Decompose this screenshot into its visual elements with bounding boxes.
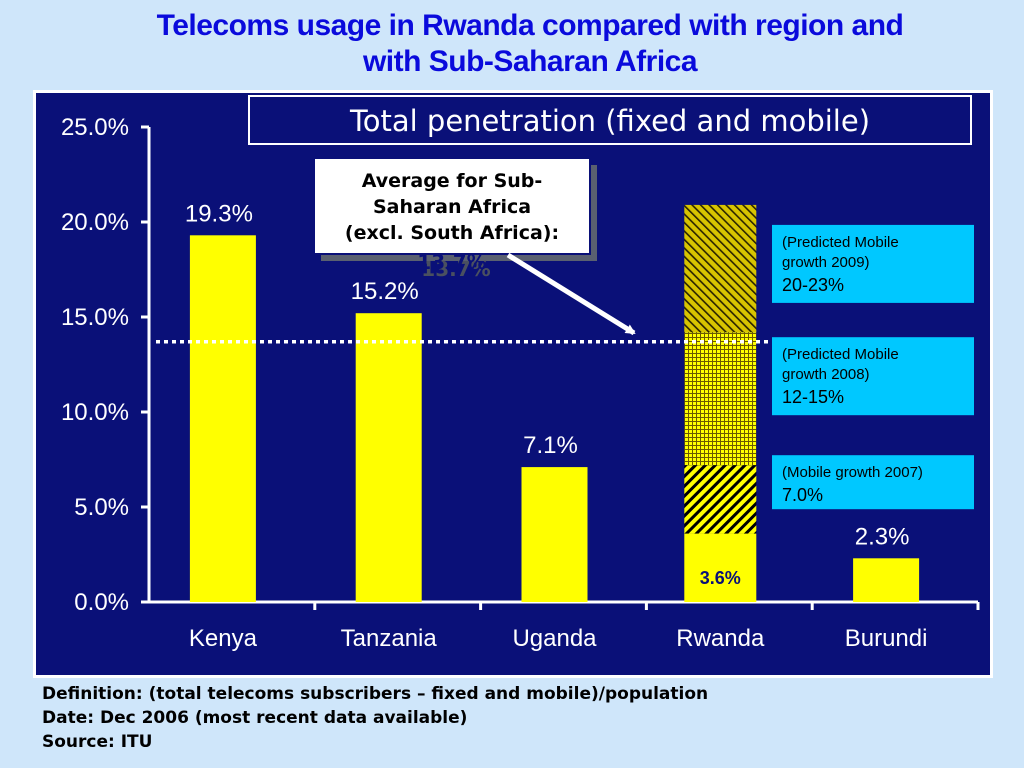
bar-burundi bbox=[853, 558, 920, 602]
bar-uganda bbox=[521, 467, 588, 602]
x-tick-label: Tanzania bbox=[341, 625, 438, 652]
projection-note-line: growth 2009) bbox=[782, 254, 870, 271]
slide-title: Telecoms usage in Rwanda compared with r… bbox=[40, 8, 1020, 80]
projection-note-box bbox=[772, 455, 974, 510]
slide-title-line1: Telecoms usage in Rwanda compared with r… bbox=[156, 9, 904, 42]
y-tick-label: 5.0% bbox=[74, 494, 129, 521]
data-label: 7.1% bbox=[523, 432, 578, 459]
data-label: 15.2% bbox=[351, 278, 419, 305]
bar-rwanda bbox=[684, 533, 757, 602]
average-label-value: 13.7% bbox=[417, 250, 486, 274]
y-tick-label: 10.0% bbox=[61, 399, 129, 426]
data-label: 2.3% bbox=[855, 523, 910, 550]
average-label-line: Average for Sub- bbox=[362, 170, 543, 192]
projection-note-line: (Mobile growth 2007) bbox=[782, 464, 923, 481]
projection-note-line: (Predicted Mobile bbox=[782, 234, 899, 251]
projection-note-line: growth 2008) bbox=[782, 366, 870, 383]
data-label: 3.6% bbox=[700, 568, 741, 588]
x-tick-label: Uganda bbox=[512, 625, 597, 652]
average-label-box bbox=[313, 157, 591, 255]
x-tick-label: Kenya bbox=[189, 625, 258, 652]
projection-note-value: 7.0% bbox=[782, 485, 823, 505]
projection-note-box bbox=[772, 224, 974, 303]
average-label-value-shadow: 13.7% bbox=[421, 257, 490, 281]
projection-note-value: 20-23% bbox=[782, 275, 844, 295]
chart-title-box bbox=[248, 95, 972, 145]
y-tick-label: 25.0% bbox=[61, 114, 129, 141]
slide-title-line2: with Sub-Saharan Africa bbox=[362, 45, 698, 78]
footer-source: Source: ITU bbox=[42, 732, 153, 752]
projection-note-value: 12-15% bbox=[782, 387, 844, 407]
projection-segment-diagonal bbox=[684, 465, 757, 534]
bar-chart: 0.0% 5.0% 10.0% 15.0% 20.0% 25.0% Kenya Tanzani… bbox=[61, 95, 980, 652]
average-label-line: Saharan Africa bbox=[373, 196, 531, 218]
chart-title: Total penetration (fixed and mobile) bbox=[349, 104, 870, 138]
bar-kenya bbox=[189, 235, 256, 603]
y-tick-label: 15.0% bbox=[61, 304, 129, 331]
data-label: 19.3% bbox=[185, 200, 253, 227]
projection-segment-hatch bbox=[684, 204, 757, 333]
y-tick-label: 20.0% bbox=[61, 209, 129, 236]
average-label-line: (excl. South Africa): bbox=[345, 222, 559, 244]
x-tick-label: Burundi bbox=[845, 625, 928, 652]
footer-date: Date: Dec 2006 (most recent data availab… bbox=[42, 708, 468, 728]
y-tick-label: 0.0% bbox=[74, 589, 129, 616]
footer-notes: Definition: (total telecoms subscribers … bbox=[42, 682, 708, 754]
footer-definition: Definition: (total telecoms subscribers … bbox=[42, 684, 709, 704]
projection-segment-grid bbox=[684, 332, 757, 466]
x-tick-label: Rwanda bbox=[676, 625, 765, 652]
projection-note-box bbox=[772, 337, 974, 416]
chart-frame: 0.0% 5.0% 10.0% 15.0% 20.0% 25.0% Kenya Tanzani… bbox=[33, 90, 993, 678]
projection-note-line: (Predicted Mobile bbox=[782, 346, 899, 363]
bar-tanzania bbox=[355, 313, 422, 602]
average-label-arrow bbox=[506, 252, 636, 336]
